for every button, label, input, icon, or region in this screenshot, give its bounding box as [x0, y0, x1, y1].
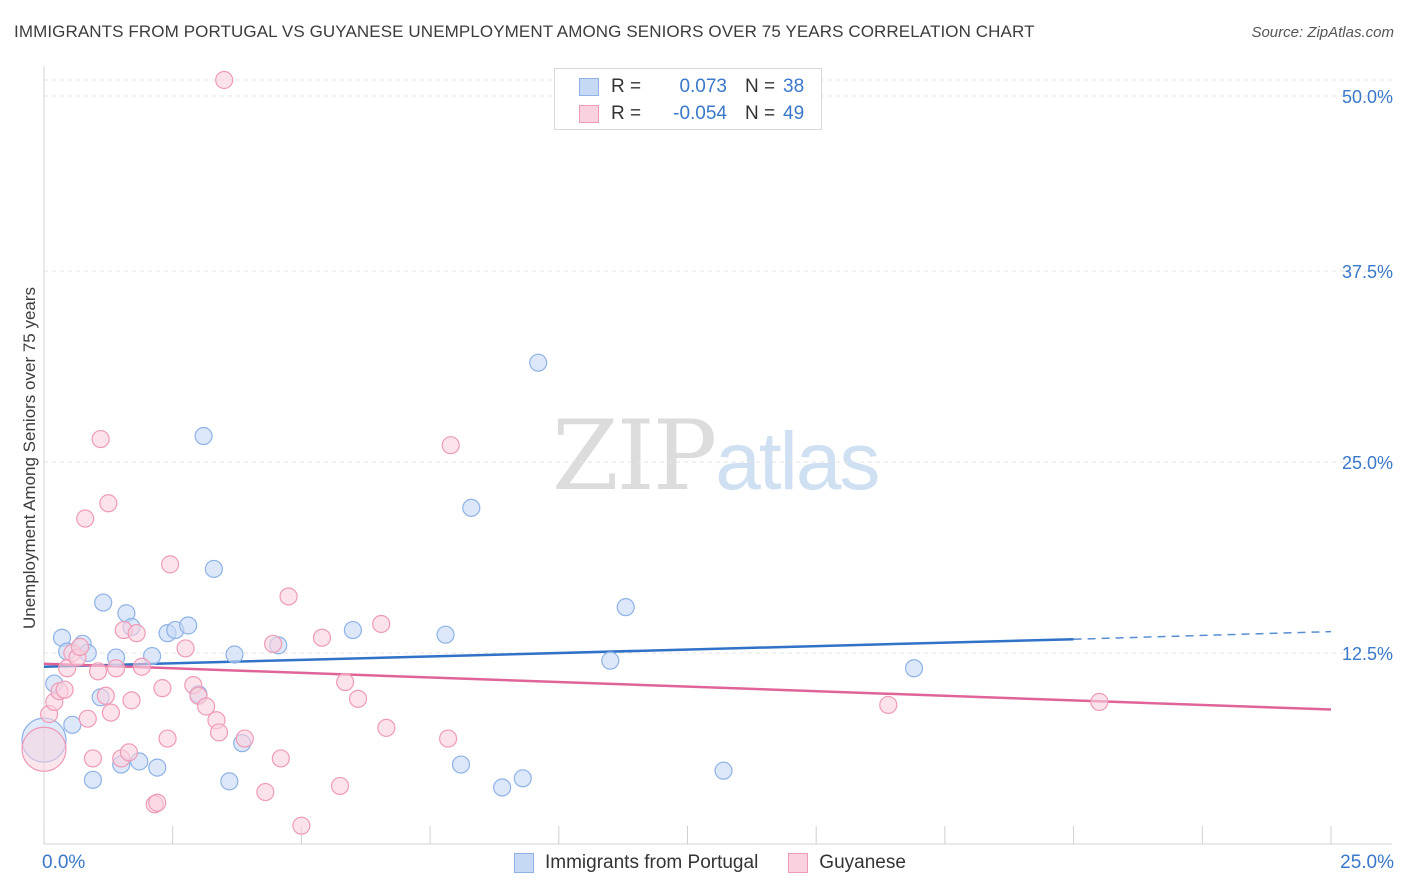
- trend-lines: [43, 630, 1332, 711]
- portugal-trend-extension: [1073, 630, 1332, 640]
- guyanese-point: [21, 726, 67, 772]
- portugal-point: [94, 593, 113, 612]
- series-swatch-portugal: [514, 853, 534, 873]
- grid-lines: [44, 79, 1392, 654]
- guyanese-point: [148, 793, 167, 812]
- guyanese-point: [439, 729, 458, 748]
- x-axis-min-label: 0.0%: [42, 852, 86, 873]
- legend-row-guyanese: R = -0.054 N = 49: [579, 102, 804, 126]
- guyanese-point: [88, 662, 108, 681]
- guyanese-point: [127, 624, 146, 643]
- guyanese-point: [330, 776, 350, 796]
- portugal-point: [513, 769, 532, 788]
- guyanese-point: [119, 743, 139, 762]
- portugal-point: [616, 598, 635, 617]
- portugal-point: [343, 620, 362, 640]
- series-label-portugal: Immigrants from Portugal: [545, 852, 759, 873]
- guyanese-point: [377, 718, 396, 737]
- guyanese-point: [271, 749, 290, 768]
- guyanese-point: [176, 639, 195, 658]
- guyanese-point: [209, 723, 229, 742]
- portugal-point: [83, 770, 103, 789]
- series-legend: Immigrants from Portugal Guyanese: [514, 852, 936, 874]
- watermark-zip: ZIP: [552, 400, 717, 512]
- legend-row-portugal: R = 0.073 N = 38: [579, 75, 804, 99]
- guyanese-point: [132, 657, 151, 676]
- legend-r-value: -0.054: [673, 103, 727, 124]
- y-tick-label: 12.5%: [1342, 644, 1393, 664]
- portugal-point: [194, 426, 213, 446]
- legend-swatch-portugal: [579, 78, 599, 96]
- guyanese-point: [312, 628, 332, 647]
- x-axis-max-label: 25.0%: [1340, 852, 1394, 873]
- portugal-point: [204, 559, 223, 579]
- guyanese-point: [292, 816, 311, 835]
- legend-swatch-guyanese: [579, 105, 599, 123]
- guyanese-point: [215, 70, 234, 90]
- chart-title: IMMIGRANTS FROM PORTUGAL VS GUYANESE UNE…: [14, 22, 1035, 41]
- legend-n-label: N =: [745, 76, 776, 97]
- guyanese-point: [197, 697, 216, 716]
- guyanese-point: [122, 691, 141, 710]
- series-swatch-guyanese: [788, 853, 809, 873]
- portugal-point: [904, 659, 924, 678]
- portugal-point: [179, 616, 198, 635]
- guyanese-point: [99, 494, 118, 513]
- series-label-guyanese: Guyanese: [819, 852, 906, 873]
- guyanese-point: [256, 782, 275, 802]
- legend-r-label: R =: [611, 76, 642, 97]
- axes: [43, 66, 1392, 845]
- source-label: Source: ZipAtlas.com: [1251, 24, 1394, 41]
- guyanese-point: [101, 703, 121, 722]
- guyanese-point: [263, 634, 283, 653]
- guyanese-point: [1090, 692, 1109, 711]
- portugal-point: [714, 761, 733, 780]
- guyanese-point: [879, 695, 898, 715]
- legend-n-value: 49: [783, 103, 805, 124]
- guyanese-point: [441, 436, 460, 455]
- portugal-point: [601, 651, 620, 670]
- guyanese-point: [76, 509, 95, 528]
- portugal-point: [63, 715, 82, 734]
- portugal-trend-line: [43, 637, 1074, 669]
- guyanese-point: [106, 659, 126, 678]
- y-tick-labels: 12.5% 25.0% 37.5% 50.0%: [1342, 87, 1393, 664]
- guyanese-point: [153, 679, 172, 698]
- guyanese-point: [372, 614, 391, 634]
- data-points: [21, 70, 1109, 835]
- legend-n-value: 38: [783, 76, 805, 97]
- y-axis-label: Unemployment Among Seniors over 75 years: [20, 286, 39, 630]
- legend-n-label: N =: [745, 103, 776, 124]
- guyanese-point: [96, 686, 115, 705]
- guyanese-point: [78, 709, 97, 728]
- guyanese-point: [55, 680, 74, 699]
- y-tick-label: 50.0%: [1342, 87, 1393, 107]
- portugal-point: [451, 755, 471, 774]
- y-tick-label: 37.5%: [1342, 262, 1393, 282]
- legend-r-value: 0.073: [679, 76, 727, 97]
- portugal-point: [225, 645, 244, 664]
- guyanese-point: [70, 637, 90, 656]
- guyanese-trend-line: [43, 662, 1332, 711]
- guyanese-point: [83, 749, 103, 768]
- guyanese-point: [91, 429, 110, 449]
- guyanese-point: [336, 672, 355, 692]
- legend-r-label: R =: [611, 103, 642, 124]
- portugal-point: [148, 758, 167, 777]
- guyanese-point: [279, 587, 298, 606]
- portugal-point: [220, 772, 239, 791]
- portugal-point: [436, 625, 455, 644]
- series-legend-portugal[interactable]: Immigrants from Portugal: [514, 852, 758, 874]
- guyanese-point: [348, 689, 368, 708]
- portugal-point: [529, 353, 548, 372]
- series-legend-guyanese[interactable]: Guyanese: [788, 852, 906, 874]
- portugal-point: [493, 778, 512, 797]
- correlation-legend: R = 0.073 N = 38 R = -0.054 N = 49: [554, 68, 822, 130]
- y-tick-label: 25.0%: [1342, 453, 1393, 473]
- guyanese-point: [235, 729, 254, 748]
- guyanese-point: [158, 729, 177, 748]
- guyanese-point: [161, 555, 180, 574]
- portugal-point: [462, 498, 481, 517]
